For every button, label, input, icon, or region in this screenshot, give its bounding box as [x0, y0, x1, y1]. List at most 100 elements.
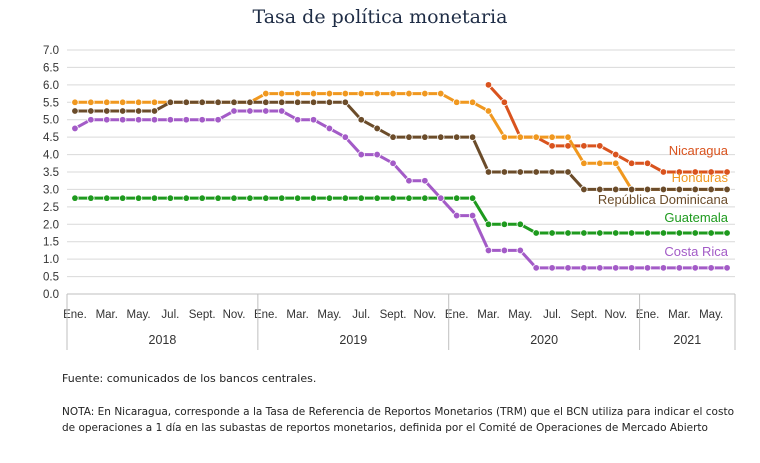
data-point	[150, 116, 159, 124]
data-point	[723, 229, 731, 237]
data-point	[103, 116, 111, 124]
data-point	[627, 229, 636, 237]
data-point	[564, 142, 572, 150]
data-point	[675, 168, 684, 176]
series-costa-rica: Costa Rica	[71, 107, 731, 272]
data-point	[484, 220, 493, 228]
data-point	[214, 194, 222, 202]
data-point	[627, 264, 636, 272]
data-point	[293, 116, 302, 124]
data-point	[198, 194, 206, 202]
x-tick-label: Mar.	[96, 309, 118, 321]
y-tick-label: 5.0	[43, 115, 59, 127]
data-point	[612, 264, 620, 272]
data-point	[341, 98, 350, 106]
data-point	[421, 194, 429, 202]
data-point	[643, 185, 652, 194]
data-point	[134, 116, 143, 124]
series-label: Nicaragua	[669, 143, 729, 158]
data-point	[309, 194, 318, 202]
series-label: Guatemala	[664, 210, 728, 225]
data-point	[707, 229, 715, 237]
y-tick-label: 4.5	[43, 132, 59, 144]
footnote: NOTA: En Nicaragua, corresponde a la Tas…	[62, 406, 734, 434]
data-point	[580, 185, 588, 194]
data-point	[103, 107, 111, 115]
x-tick-label: Nov.	[223, 309, 246, 321]
data-point	[532, 229, 540, 237]
data-point	[468, 211, 477, 220]
data-point	[516, 220, 524, 228]
data-point	[707, 168, 715, 176]
y-tick-label: 1.5	[43, 237, 59, 249]
data-point	[452, 98, 461, 106]
data-point	[357, 89, 365, 98]
data-point	[103, 98, 111, 106]
data-point	[325, 89, 334, 98]
data-point	[675, 185, 684, 194]
data-point	[87, 107, 95, 115]
data-point	[707, 185, 715, 194]
x-tick-label: Jul.	[161, 309, 179, 321]
data-point	[500, 246, 509, 255]
data-point	[71, 194, 79, 202]
x-tick-label: Sept.	[380, 309, 407, 321]
data-point	[659, 168, 668, 176]
data-point	[325, 98, 334, 106]
data-point	[659, 185, 668, 194]
data-point	[452, 211, 461, 220]
data-point	[691, 168, 699, 176]
data-point	[612, 229, 620, 237]
data-point	[564, 168, 572, 176]
data-point	[230, 107, 238, 115]
data-point	[564, 229, 572, 237]
x-tick-label: Ene.	[445, 309, 469, 321]
data-point	[166, 194, 175, 202]
series-rep-blica-dominicana: República Dominicana	[71, 98, 731, 207]
series-line	[74, 92, 728, 191]
data-point	[468, 194, 477, 202]
data-point	[230, 98, 238, 106]
data-point	[246, 98, 254, 106]
data-point	[691, 185, 699, 194]
x-tick-label: Nov.	[604, 309, 627, 321]
data-point	[325, 124, 334, 133]
data-point	[373, 150, 381, 159]
chart-title: Tasa de política monetaria	[252, 6, 508, 28]
data-point	[198, 116, 206, 124]
data-point	[389, 194, 397, 202]
data-point	[103, 194, 111, 202]
data-point	[675, 264, 684, 272]
data-point	[341, 194, 350, 202]
data-point	[309, 89, 318, 98]
data-point	[627, 185, 636, 194]
data-point	[214, 116, 222, 124]
data-point	[293, 89, 302, 98]
data-point	[71, 124, 79, 133]
data-point	[134, 107, 143, 115]
y-tick-label: 1.0	[43, 254, 59, 266]
data-point	[150, 107, 159, 115]
y-tick-label: 6.0	[43, 80, 59, 92]
data-point	[325, 194, 334, 202]
x-tick-label: Jul.	[543, 309, 561, 321]
data-point	[612, 185, 620, 194]
y-tick-label: 5.5	[43, 97, 59, 109]
data-point	[659, 229, 668, 237]
data-point	[580, 264, 588, 272]
data-point	[262, 107, 270, 115]
data-point	[87, 116, 95, 124]
x-tick-label: May.	[127, 309, 151, 321]
series-label: Honduras	[672, 170, 729, 185]
data-point	[214, 98, 222, 106]
data-point	[437, 194, 445, 202]
data-point	[389, 159, 397, 167]
data-point	[580, 229, 588, 237]
data-point	[150, 194, 159, 202]
data-point	[500, 220, 509, 228]
data-point	[389, 89, 397, 98]
data-point	[150, 98, 159, 106]
data-point	[532, 264, 540, 272]
data-point	[437, 133, 445, 141]
x-tick-label: May.	[508, 309, 532, 321]
